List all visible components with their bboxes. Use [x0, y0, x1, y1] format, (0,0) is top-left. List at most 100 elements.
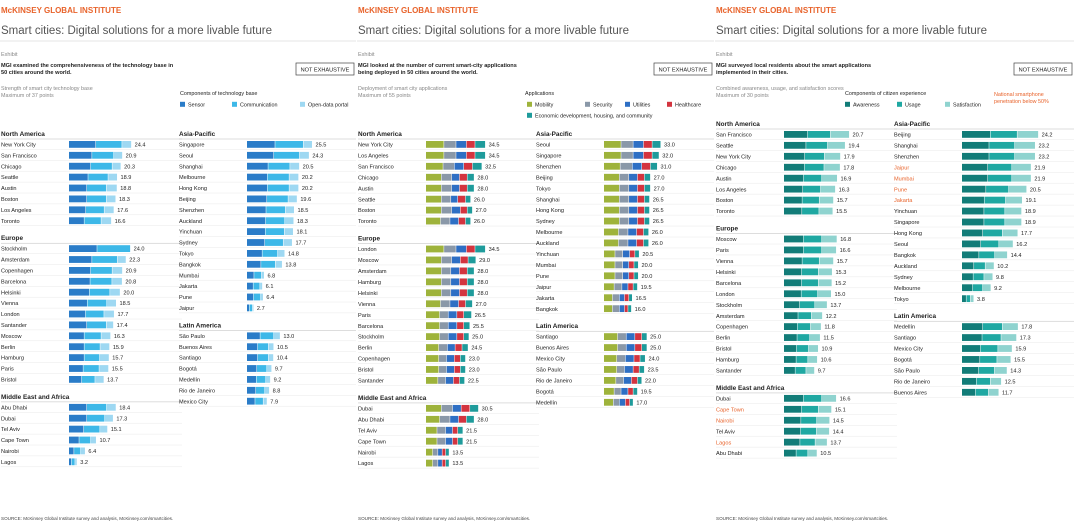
bar-total-label: 18.1: [296, 230, 307, 236]
bar-segment: [962, 367, 979, 374]
bar-segment: [462, 344, 468, 351]
region-heading: Asia-Pacific: [536, 131, 573, 138]
not-exhaustive-box: [1013, 62, 1073, 76]
bar-segment: [247, 397, 255, 405]
bar-total-label: 16.6: [840, 248, 851, 254]
bar-segment: [451, 267, 460, 275]
bar-segment: [798, 312, 812, 320]
bar-segment: [623, 261, 629, 269]
city-label: Santander: [716, 369, 742, 375]
bar-segment: [640, 355, 645, 362]
bar-segment: [458, 415, 467, 423]
bar-segment: [626, 344, 635, 351]
bar-segment: [432, 448, 438, 456]
bar-segment: [604, 184, 620, 192]
region-heading: Middle East and Africa: [716, 385, 785, 392]
city-label: Seoul: [894, 242, 908, 248]
city-label: Moscow: [716, 237, 737, 243]
bar-total-label: 16.3: [114, 334, 125, 340]
city-label: Cape Town: [1, 438, 29, 444]
bar-segment: [962, 334, 982, 341]
city-label: Los Angeles: [1, 208, 32, 214]
bar-segment: [273, 151, 300, 159]
bar-segment: [801, 279, 819, 287]
bar-segment: [629, 195, 638, 203]
bar-segment: [604, 387, 614, 395]
bar-segment: [809, 334, 820, 341]
bar-segment: [451, 289, 460, 297]
city-label: Sydney: [536, 219, 555, 225]
bar-segment: [467, 278, 474, 286]
scale-label: Combined awareness, usage, and satisfact…: [716, 86, 844, 92]
bar-segment: [617, 344, 626, 351]
bar-segment: [615, 250, 623, 258]
bar-segment: [962, 251, 979, 259]
bar-total-label: 20.9: [126, 153, 137, 159]
bar-segment: [604, 162, 620, 170]
bar-segment: [784, 174, 804, 182]
bar-total-label: 24.4: [135, 143, 146, 149]
city-label: Helsinki: [358, 291, 378, 297]
bar-segment: [621, 141, 633, 148]
bar-total-label: 16.5: [636, 296, 647, 302]
bar-segment: [822, 394, 837, 402]
bar-total-label: 23.2: [1038, 143, 1049, 149]
region-heading: Europe: [1, 235, 23, 242]
bar-total-label: 14.4: [833, 429, 844, 435]
bar-segment: [634, 261, 639, 269]
bar-segment: [275, 260, 282, 268]
bar-total-label: 16.3: [839, 187, 850, 193]
bar-segment: [247, 162, 268, 170]
bar-total-label: 20.5: [642, 252, 653, 258]
city-label: Vienna: [716, 259, 734, 265]
region-heading: North America: [1, 131, 45, 138]
bar-total-label: 20.0: [123, 290, 134, 296]
bar-segment: [466, 151, 475, 159]
bar-total-label: 6.4: [266, 295, 274, 301]
bar-segment: [252, 304, 254, 312]
bar-segment: [267, 184, 289, 192]
bar-segment: [86, 403, 107, 411]
bar-segment: [104, 414, 113, 422]
bar-segment: [636, 228, 644, 236]
bar-segment: [452, 437, 458, 445]
city-label: Boston: [716, 198, 733, 204]
bar-segment: [69, 414, 87, 422]
bar-segment: [628, 228, 637, 236]
bar-segment: [962, 174, 988, 182]
exhibit-title: Smart cities: Digital solutions for a mo…: [716, 25, 987, 37]
bar-segment: [445, 448, 449, 456]
bar-segment: [456, 245, 467, 253]
bar-segment: [619, 294, 625, 302]
bar-segment: [122, 141, 132, 148]
bar-total-label: 19.4: [848, 143, 859, 149]
institute-label: McKINSEY GLOBAL INSTITUTE: [716, 6, 837, 15]
chart-svg: McKINSEY GLOBAL INSTITUTE Smart cities: D…: [0, 6, 356, 521]
not-exhaustive-box: [653, 62, 713, 76]
bar-segment: [650, 162, 658, 170]
city-label: Tel Aviv: [1, 427, 20, 433]
bar-segment: [426, 289, 442, 297]
source-note: SOURCE: McKinsey Global Institute survey…: [358, 516, 530, 521]
bar-segment: [426, 206, 442, 214]
bar-total-label: 32.5: [485, 164, 496, 170]
bar-segment: [962, 323, 983, 330]
bar-segment: [441, 289, 451, 297]
bar-segment: [644, 173, 651, 181]
bar-segment: [247, 271, 254, 279]
bar-segment: [1012, 174, 1031, 182]
bar-segment: [460, 355, 466, 362]
bar-total-label: 19.5: [641, 285, 652, 291]
city-label: Helsinki: [1, 290, 21, 296]
bar-total-label: 17.7: [117, 312, 128, 318]
bar-total-label: 18.5: [120, 301, 131, 307]
bar-segment: [69, 173, 88, 181]
headline-line: 50 cities around the world.: [1, 70, 72, 76]
bar-segment: [426, 426, 437, 434]
bar-segment: [261, 260, 275, 268]
headline-line: being deployed in 50 cities around the w…: [358, 70, 478, 76]
bar-segment: [257, 354, 269, 361]
bar-segment: [628, 387, 633, 395]
bar-segment: [802, 196, 819, 204]
bar-segment: [247, 195, 267, 203]
